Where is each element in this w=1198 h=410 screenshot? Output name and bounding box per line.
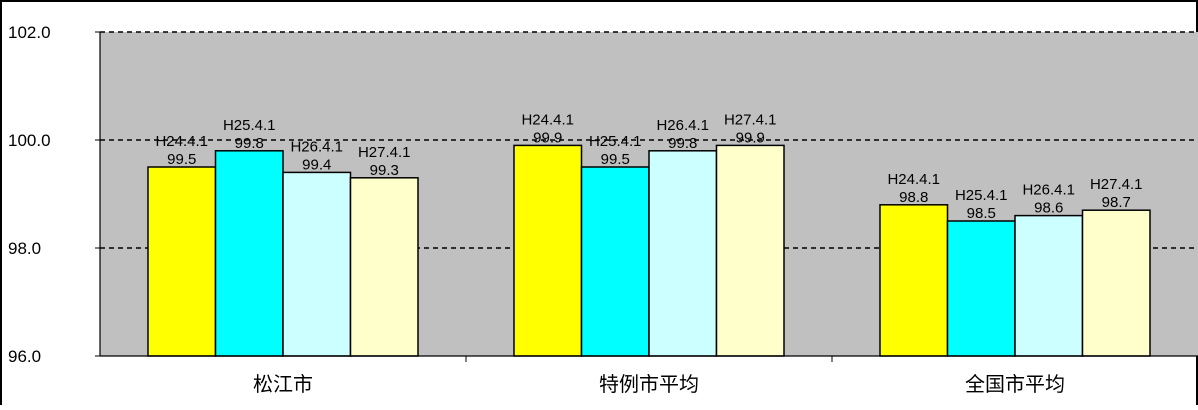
bars xyxy=(147,144,1151,357)
bar xyxy=(282,171,352,357)
x-tick-label: 松江市 xyxy=(253,373,313,396)
y-tick-label: 100.0 xyxy=(8,131,51,150)
bar-series-label: H24.4.1 xyxy=(155,133,208,150)
bar-value-label: 99.5 xyxy=(601,151,630,168)
bar-series-label: H27.4.1 xyxy=(358,144,411,161)
bar-value-label: 99.9 xyxy=(736,129,765,146)
tick-labels: 96.0 98.0 100.0 102.0 松江市 特例市平均 全国市平均 xyxy=(8,23,1065,396)
bar xyxy=(1014,214,1084,357)
bar-value-label: 99.8 xyxy=(235,135,264,152)
y-tick-label: 102.0 xyxy=(8,23,51,42)
bar-value-label: 99.4 xyxy=(302,156,331,173)
bar-series-label: H25.4.1 xyxy=(589,133,642,150)
bar-value-label: 98.5 xyxy=(967,205,996,222)
y-tick-label: 98.0 xyxy=(8,239,41,258)
bar-series-label: H24.4.1 xyxy=(521,111,574,128)
bar-series-label: H26.4.1 xyxy=(1022,182,1075,199)
bar-series-label: H27.4.1 xyxy=(724,111,777,128)
bar xyxy=(715,144,785,357)
bar-series-label: H27.4.1 xyxy=(1090,176,1143,193)
bar xyxy=(147,166,217,357)
bar xyxy=(1081,209,1151,357)
bar-value-label: 98.7 xyxy=(1102,194,1131,211)
bar xyxy=(879,204,949,357)
bar-value-label: 98.6 xyxy=(1034,200,1063,217)
bar-value-label: 99.9 xyxy=(533,129,562,146)
bar xyxy=(648,150,718,357)
axes xyxy=(95,31,1198,362)
bar-value-label: 99.3 xyxy=(370,162,399,179)
y-tick-label: 96.0 xyxy=(8,347,41,366)
bar-series-label: H26.4.1 xyxy=(656,117,709,134)
bar-series-label: H25.4.1 xyxy=(223,117,276,134)
bar-value-label: 98.8 xyxy=(899,189,928,206)
bar xyxy=(580,166,650,357)
bar xyxy=(946,220,1016,357)
bar-value-label: 99.8 xyxy=(668,135,697,152)
bar-series-label: H24.4.1 xyxy=(887,171,940,188)
bar xyxy=(214,150,284,357)
x-tick-label: 特例市平均 xyxy=(599,373,699,396)
bar-series-label: H26.4.1 xyxy=(290,138,343,155)
bar xyxy=(513,144,583,357)
x-tick-label: 全国市平均 xyxy=(965,373,1065,396)
bar xyxy=(349,177,419,357)
bar-series-label: H25.4.1 xyxy=(955,187,1008,204)
bar-value-label: 99.5 xyxy=(167,151,196,168)
